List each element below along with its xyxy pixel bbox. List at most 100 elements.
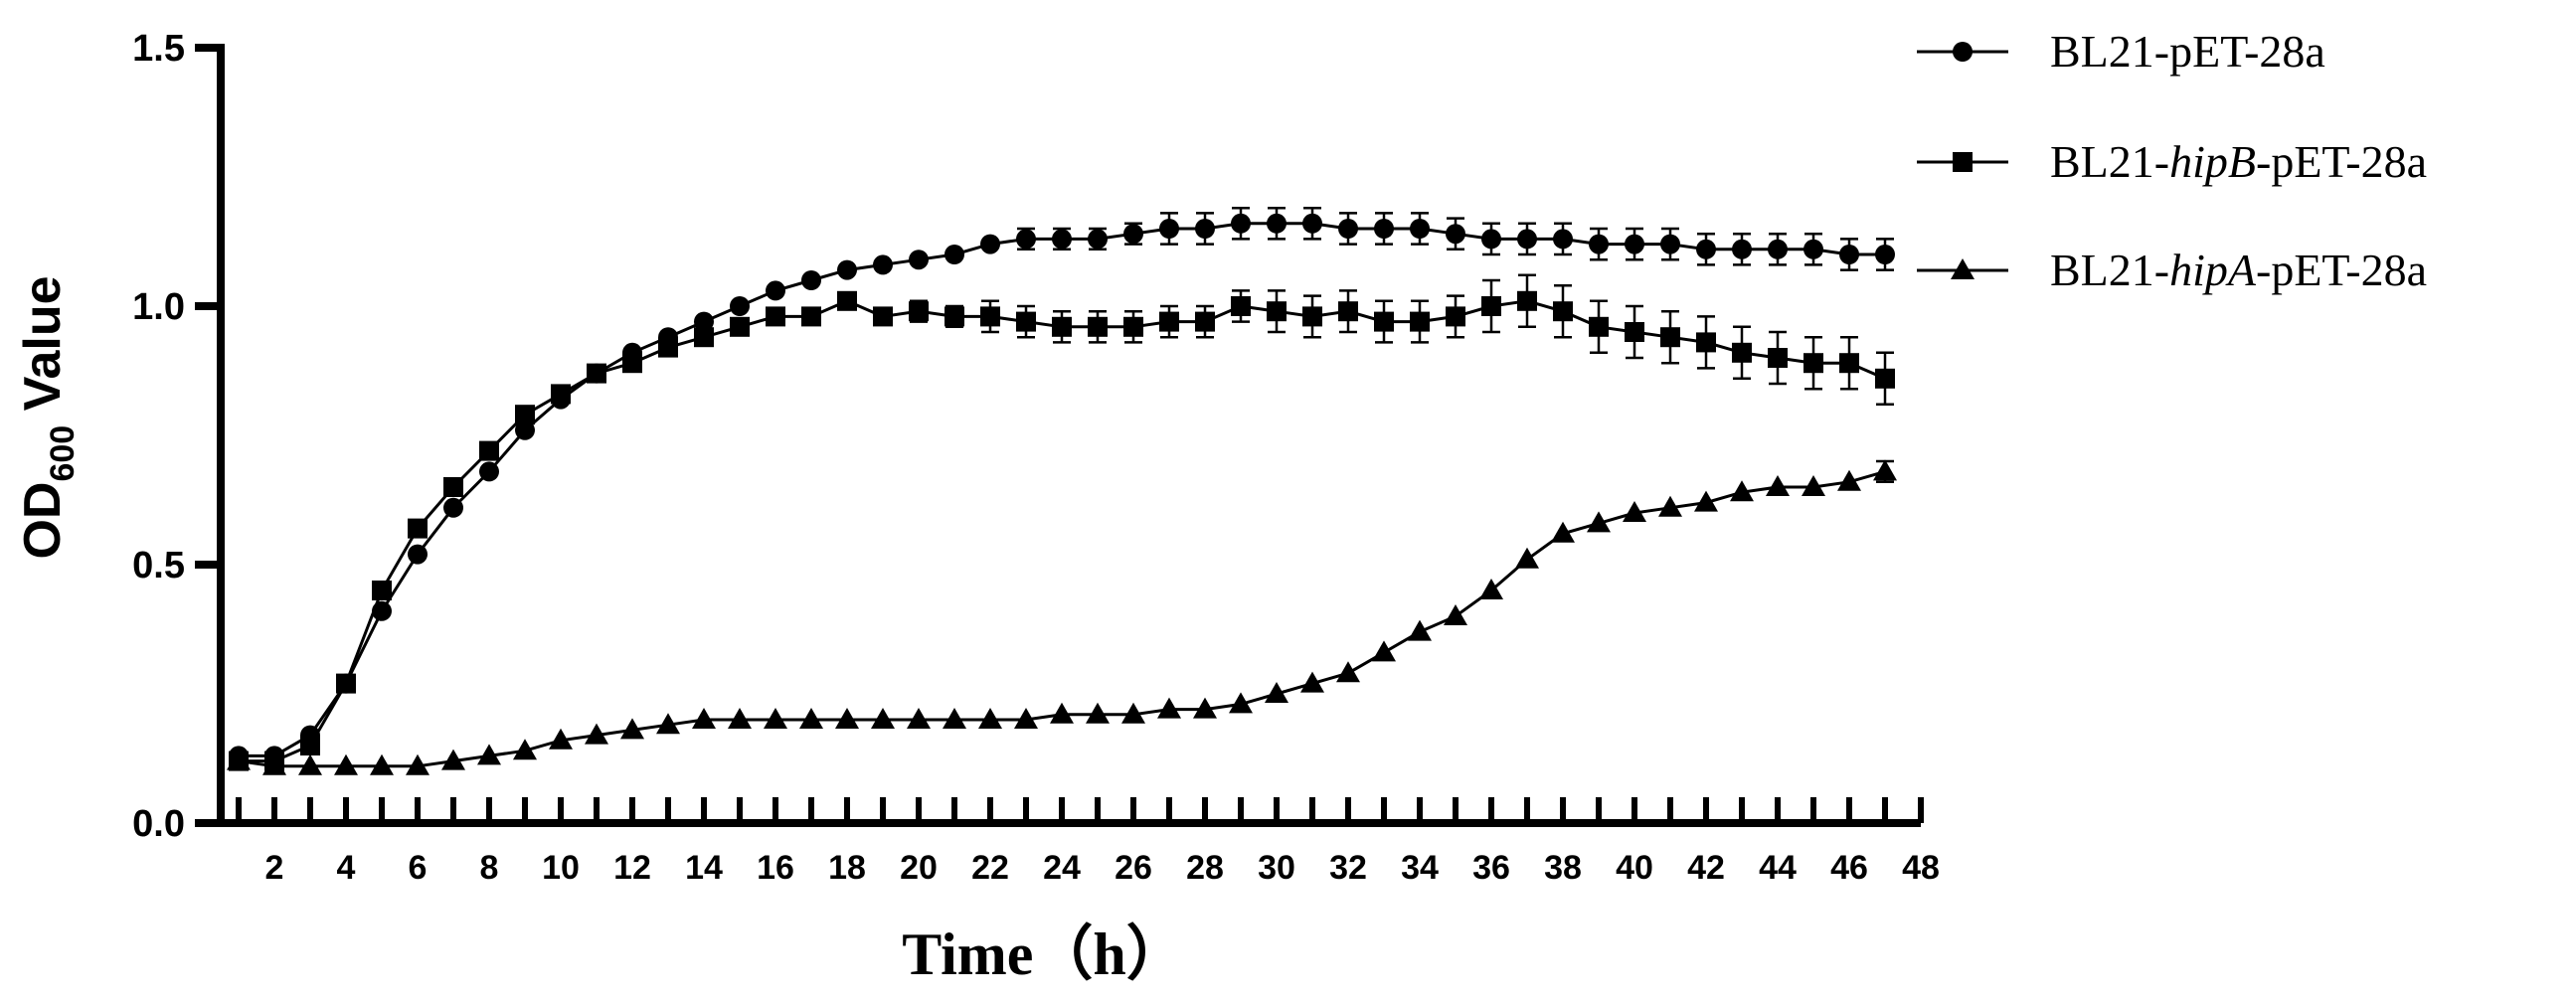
data-point (1732, 239, 1752, 259)
data-point (1265, 682, 1288, 703)
data-point (1052, 316, 1072, 337)
data-point (837, 290, 857, 311)
data-point (551, 384, 571, 405)
data-point (978, 708, 1002, 729)
y-tick-label: 0.0 (132, 803, 185, 845)
data-point (1157, 697, 1181, 719)
x-tick-label: 14 (685, 849, 723, 887)
data-point (1123, 316, 1143, 337)
data-point (730, 316, 750, 337)
x-tick-label: 10 (542, 849, 580, 887)
legend-entry-2: BL21-hipB-pET-28a (1917, 136, 2427, 187)
axes (217, 44, 1921, 827)
data-point (694, 327, 714, 348)
data-point (1300, 671, 1324, 693)
data-point (372, 581, 392, 600)
legend-label-gene: hipA (2169, 245, 2257, 295)
data-point (1374, 219, 1394, 239)
data-point (766, 306, 785, 327)
data-point (1016, 311, 1036, 332)
x-tick-label: 42 (1687, 849, 1725, 887)
data-point (1839, 245, 1859, 264)
legend-label-suffix: -pET-28a (2256, 245, 2427, 295)
data-point (1195, 219, 1215, 239)
data-point (1446, 306, 1465, 327)
data-point (1768, 348, 1788, 368)
data-point (479, 440, 499, 461)
data-point (334, 753, 358, 775)
data-point (262, 753, 286, 775)
data-point (1121, 702, 1145, 724)
data-point (1517, 229, 1537, 250)
x-tick-label: 2 (265, 849, 284, 887)
data-point (1694, 490, 1718, 512)
data-point (515, 419, 535, 440)
series-layer (227, 206, 1897, 775)
data-point (1229, 692, 1253, 714)
data-point (909, 250, 929, 270)
data-point (515, 405, 535, 425)
data-point (1553, 301, 1573, 322)
legend-label-gene: hipB (2169, 136, 2256, 187)
x-tick-label: 32 (1329, 849, 1367, 887)
data-point (1732, 342, 1752, 363)
data-point (907, 708, 931, 729)
x-tick-label: 24 (1043, 849, 1081, 887)
data-point (1408, 619, 1432, 641)
data-point (1696, 239, 1716, 259)
legend-label: BL21-hipA-pET-28a (2050, 245, 2427, 295)
x-tick-label: 44 (1759, 849, 1797, 887)
data-point (1551, 521, 1575, 543)
x-tick-label: 30 (1258, 849, 1295, 887)
data-point (227, 749, 251, 770)
x-tick-label: 8 (480, 849, 499, 887)
data-point (1374, 311, 1394, 332)
x-tick-label: 34 (1401, 849, 1439, 887)
data-point (835, 708, 859, 729)
data-point (980, 306, 1000, 327)
data-point (1587, 511, 1611, 533)
data-point (1730, 480, 1754, 502)
data-point (1267, 213, 1287, 234)
y-axis-title-subscript: 600 (44, 425, 82, 482)
data-point (1660, 234, 1680, 254)
data-point (1050, 702, 1074, 724)
data-point (1623, 501, 1646, 522)
x-axis-ticks: 2 4 6 8 10 12 14 16 18 20 22 24 26 28 30 32 34 36 38 40 42 44… (236, 797, 1940, 887)
data-point (694, 311, 714, 332)
data-point (980, 234, 1000, 254)
legend-entry-3: BL21-hipA-pET-28a (1917, 245, 2427, 295)
series-line (239, 299, 1886, 763)
data-point (1515, 547, 1539, 569)
y-axis-title: OD600 Value (14, 275, 82, 559)
data-point (298, 753, 322, 775)
data-point (1875, 368, 1895, 389)
data-point (1338, 301, 1358, 322)
data-point (1446, 224, 1465, 245)
data-point (1873, 459, 1897, 481)
data-point (730, 296, 750, 316)
y-tick-label: 1.0 (132, 286, 185, 328)
legend-label-prefix: BL21- (2050, 245, 2169, 295)
legend-marker (1953, 42, 1973, 62)
data-point (801, 270, 821, 290)
data-point (1837, 469, 1861, 491)
data-point (1088, 316, 1108, 337)
data-point (1016, 229, 1036, 250)
data-point (1625, 322, 1644, 342)
x-tick-label: 28 (1186, 849, 1224, 887)
legend-marker (1953, 152, 1973, 172)
data-point (1803, 239, 1823, 259)
data-point (1802, 475, 1825, 496)
data-point (1052, 229, 1072, 250)
data-point (1660, 327, 1680, 348)
data-point (443, 477, 463, 497)
data-point (300, 736, 320, 755)
data-point (406, 753, 429, 775)
data-point (692, 708, 716, 729)
legend-label-suffix: -pET-28a (2256, 136, 2427, 187)
x-tick-label: 12 (613, 849, 651, 887)
data-point (799, 708, 823, 729)
data-point (945, 306, 964, 327)
